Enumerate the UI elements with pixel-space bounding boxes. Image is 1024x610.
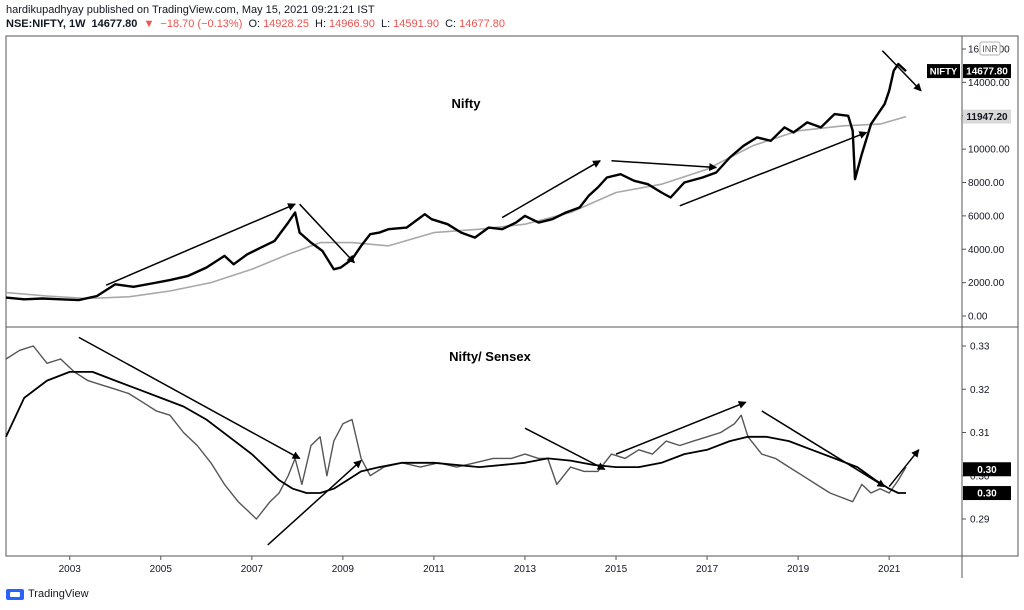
y-tick-label: 2000.00 bbox=[968, 278, 1005, 289]
currency-badge-label: INR bbox=[982, 44, 998, 54]
x-tick-label: 2019 bbox=[787, 564, 810, 575]
down-arrow-icon: ▼ bbox=[143, 18, 155, 30]
ratio-last-label-bg bbox=[963, 462, 1011, 477]
x-tick-label: 2021 bbox=[878, 564, 901, 575]
ratio-ma-line bbox=[5, 371, 906, 494]
trend-arrow[interactable] bbox=[888, 449, 920, 488]
x-tick-label: 2013 bbox=[514, 564, 537, 575]
footer: TradingView bbox=[6, 588, 89, 600]
high-label: H: bbox=[315, 18, 327, 30]
ratio-ma-label-text: 0.30 bbox=[977, 489, 997, 500]
low-value: 14591.90 bbox=[393, 18, 440, 30]
trend-arrow[interactable] bbox=[267, 459, 362, 546]
trend-arrow[interactable] bbox=[501, 160, 601, 219]
trend-arrow[interactable] bbox=[105, 203, 296, 286]
x-tick-label: 2011 bbox=[423, 564, 445, 575]
close-value: 14677.80 bbox=[459, 18, 505, 30]
trend-arrow[interactable] bbox=[78, 336, 301, 460]
chart-frame bbox=[5, 35, 1019, 578]
y-tick-label: 10000.00 bbox=[968, 145, 1010, 156]
ratio-last-label: 0.30 bbox=[963, 462, 1011, 477]
x-tick-label: 2009 bbox=[332, 564, 355, 575]
nifty-last-price-label-bg bbox=[963, 64, 1011, 79]
y-tick-label: 14000.00 bbox=[968, 78, 1010, 89]
trend-arrow[interactable] bbox=[611, 160, 718, 172]
y-tick-label: 0.33 bbox=[970, 342, 990, 353]
y-tick-label: 0.29 bbox=[970, 515, 990, 526]
nifty-ma-line bbox=[5, 115, 907, 300]
high-value: 14966.90 bbox=[329, 18, 375, 30]
price-label-symbol-bg bbox=[927, 64, 960, 79]
trend-arrow[interactable] bbox=[761, 410, 886, 488]
y-tick-label: 0.32 bbox=[970, 385, 990, 396]
symbol-name: NSE:NIFTY, 1W bbox=[6, 18, 86, 30]
publish-info: hardikupadhyay published on TradingView.… bbox=[6, 4, 375, 16]
price-change: −18.70 (−0.13%) bbox=[160, 18, 243, 30]
last-price: 14677.80 bbox=[91, 18, 138, 30]
y-tick-label: 0.31 bbox=[970, 428, 990, 439]
trend-arrow[interactable] bbox=[615, 401, 747, 455]
ratio-ma-label: 0.30 bbox=[963, 486, 1011, 501]
open-label: O: bbox=[248, 18, 261, 30]
trend-arrow[interactable] bbox=[524, 427, 606, 470]
nifty-ma-price-label: 11947.20 bbox=[963, 109, 1011, 124]
chart-border bbox=[5, 35, 1019, 557]
price-label-symbol: NIFTY bbox=[930, 67, 958, 78]
ratio-last-label-text: 0.30 bbox=[977, 465, 997, 476]
trend-arrow[interactable] bbox=[881, 50, 922, 92]
x-tick-label: 2003 bbox=[59, 564, 82, 575]
price-pane-title: Nifty bbox=[452, 96, 482, 111]
nifty-last-price-label-text: 14677.80 bbox=[966, 67, 1008, 78]
y-tick-label: 8000.00 bbox=[968, 178, 1005, 189]
nifty-ma-price-label-text: 11947.20 bbox=[966, 112, 1008, 123]
currency-badge[interactable] bbox=[979, 41, 1001, 56]
tradingview-logo-icon bbox=[6, 588, 24, 600]
open-value: 14928.25 bbox=[263, 18, 309, 30]
y-tick-label: 4000.00 bbox=[968, 245, 1005, 256]
x-tick-label: 2017 bbox=[696, 564, 719, 575]
trend-arrow[interactable] bbox=[679, 131, 868, 207]
y-tick-label: 6000.00 bbox=[968, 211, 1005, 222]
nifty-last-price-label: NIFTY 14677.80 bbox=[927, 64, 1011, 79]
ohlc-legend: NSE:NIFTY, 1W 14677.80 ▼ −18.70 (−0.13%)… bbox=[6, 18, 508, 31]
nifty-ma-price-label-bg bbox=[963, 109, 1011, 124]
x-tick-label: 2005 bbox=[150, 564, 173, 575]
y-tick-label: 0.00 bbox=[968, 312, 988, 323]
close-label: C: bbox=[445, 18, 457, 30]
low-label: L: bbox=[380, 18, 391, 30]
footer-brand: TradingView bbox=[28, 588, 89, 600]
x-tick-label: 2007 bbox=[241, 564, 264, 575]
ratio-ma-label-bg bbox=[963, 486, 1011, 501]
x-tick-label: 2015 bbox=[605, 564, 628, 575]
trend-arrow[interactable] bbox=[299, 203, 355, 264]
nifty-price-line bbox=[5, 62, 907, 302]
ratio-pane-title: Nifty/ Sensex bbox=[449, 349, 531, 364]
y-tick-label: 0.30 bbox=[970, 471, 990, 482]
